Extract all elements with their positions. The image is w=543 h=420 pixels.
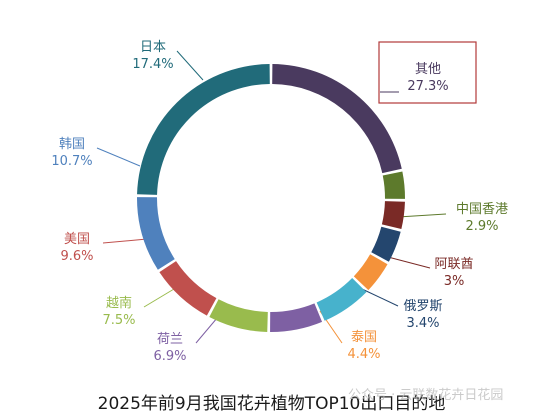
slice-label-value: 17.4% xyxy=(132,57,173,72)
slice-label-value: 7.5% xyxy=(102,313,135,328)
slice-label-value: 2.9% xyxy=(465,219,498,234)
pie-slice xyxy=(353,254,388,291)
pie-slice xyxy=(137,64,270,195)
slice-label-value: 9.6% xyxy=(60,249,93,264)
watermark: 公众号 · 云联数花卉日花园 xyxy=(348,388,504,403)
pie-slice xyxy=(371,226,401,262)
highlight-box xyxy=(378,41,477,104)
leader-line xyxy=(387,256,431,269)
slice-label-value: 3% xyxy=(444,274,465,289)
slice-label-name: 美国 xyxy=(64,232,90,247)
slice-label-value: 3.4% xyxy=(406,316,439,331)
slice-label-name: 中国香港 xyxy=(456,202,508,217)
slice-label-name: 阿联酋 xyxy=(434,256,473,272)
slice-label-value: 4.4% xyxy=(347,347,380,362)
pie-slice xyxy=(209,299,268,332)
pie-slice xyxy=(382,171,405,199)
slice-label-value: 27.3% xyxy=(407,79,448,94)
slice-label-name: 日本 xyxy=(140,40,166,55)
slice-label-name: 泰国 xyxy=(351,330,377,345)
pie-slice xyxy=(381,201,405,230)
slice-label-value: 6.9% xyxy=(153,349,186,364)
slice-label-name: 韩国 xyxy=(59,137,85,152)
pie-slice xyxy=(316,278,367,321)
slice-label-name: 俄罗斯 xyxy=(403,299,442,314)
leader-line xyxy=(397,213,447,218)
pie-slice xyxy=(272,64,402,174)
slice-label-value: 10.7% xyxy=(51,154,92,169)
leader-line xyxy=(102,238,148,244)
pie-slice xyxy=(159,261,217,316)
leader-line xyxy=(176,50,204,81)
pie-slice xyxy=(270,303,323,333)
leader-line xyxy=(361,288,399,307)
pie-slice xyxy=(137,197,175,270)
leader-line xyxy=(96,147,141,167)
slice-label-name: 荷兰 xyxy=(157,332,183,347)
slice-label-name: 越南 xyxy=(106,295,132,311)
chart-title: 2025年前9月我国花卉植物TOP10出口目的地 xyxy=(97,394,446,414)
slice-label-name: 其他 xyxy=(415,62,441,77)
